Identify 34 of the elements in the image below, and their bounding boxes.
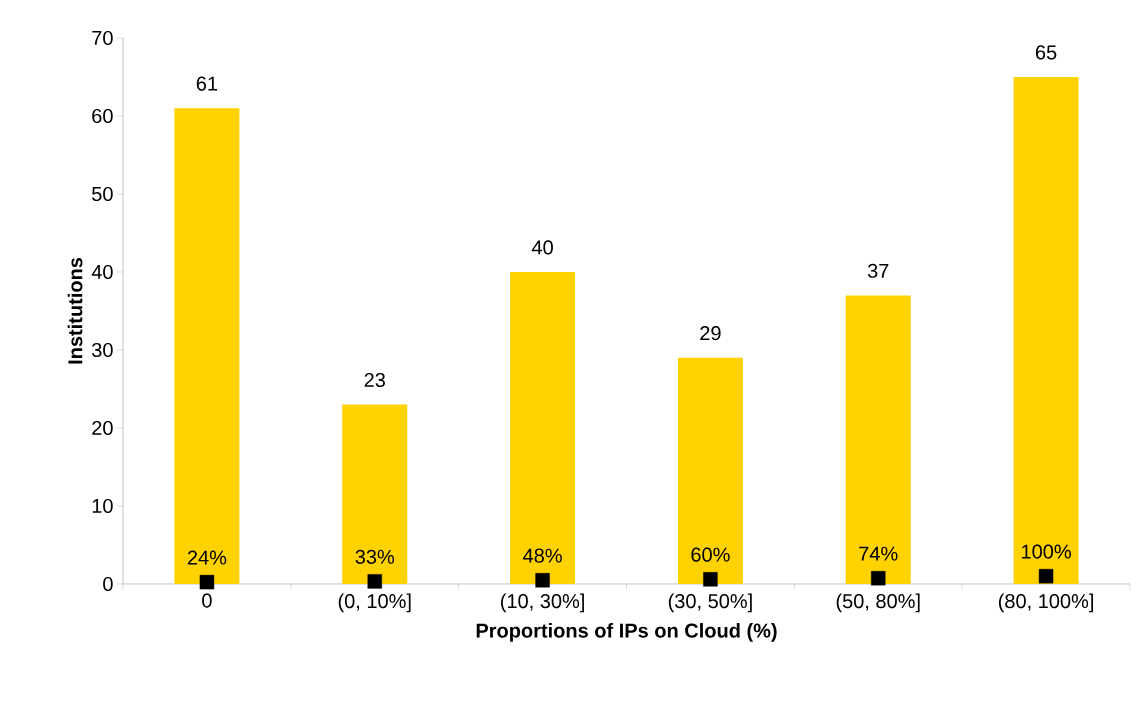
y-tick-label: 50 <box>92 186 113 202</box>
y-axis-title: Institutions <box>67 257 83 364</box>
data-label: 37 <box>867 263 889 278</box>
y-tick-label: 0 <box>103 576 113 592</box>
data-label: 40 <box>531 240 553 255</box>
bar <box>342 404 408 584</box>
x-tick-label: (10, 30%] <box>501 593 584 613</box>
bar <box>845 295 911 584</box>
data-label: 48% <box>523 548 562 563</box>
bar <box>174 108 240 584</box>
data-label: 65 <box>1035 45 1057 60</box>
data-label: 23 <box>364 372 385 388</box>
x-tick-label: (30, 50%] <box>668 593 752 613</box>
data-label: 61 <box>196 76 218 91</box>
bar <box>677 357 743 584</box>
data-label: 24% <box>187 550 227 565</box>
data-label: 100% <box>1022 544 1071 559</box>
x-tick-label: (0, 10%] <box>338 593 411 613</box>
data-label: 74% <box>859 546 898 561</box>
bar <box>510 271 576 584</box>
data-label: 29 <box>700 326 721 341</box>
y-tick-label: 60 <box>92 108 113 124</box>
x-tick-label: (50, 80%] <box>836 593 920 613</box>
x-tick-label: (80, 100%] <box>998 593 1093 613</box>
bar <box>1013 76 1079 584</box>
data-label: 33% <box>355 549 395 564</box>
x-tick-label: 0 <box>202 593 212 608</box>
y-tick-label: 30 <box>92 342 113 358</box>
x-axis-title: Proportions of IPs on Cloud (%) <box>476 622 777 642</box>
y-tick-label: 40 <box>91 264 113 280</box>
y-tick-label: 20 <box>92 420 113 436</box>
y-tick-label: 10 <box>92 498 113 514</box>
y-tick-label: 70 <box>92 30 113 46</box>
data-label: 60% <box>691 547 730 562</box>
